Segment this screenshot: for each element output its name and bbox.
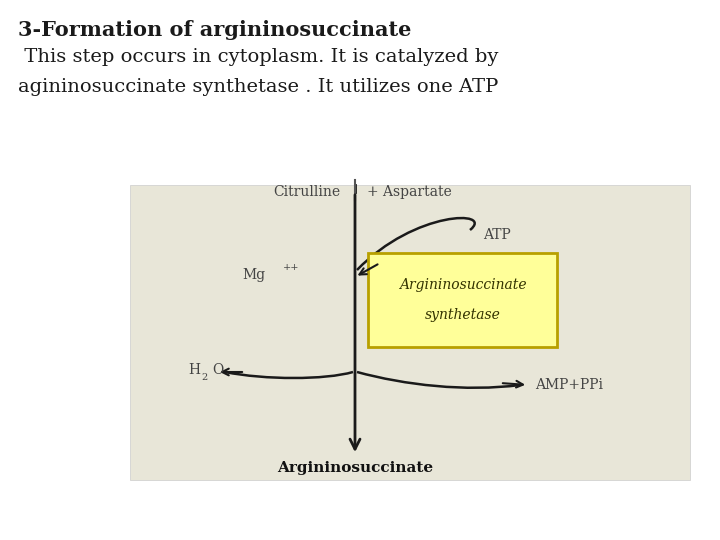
- Text: O: O: [212, 363, 223, 377]
- Text: 3-Formation of argininosuccinate: 3-Formation of argininosuccinate: [18, 20, 411, 40]
- Text: This step occurs in cytoplasm. It is catalyzed by: This step occurs in cytoplasm. It is cat…: [18, 48, 498, 66]
- Text: synthetase: synthetase: [425, 308, 500, 322]
- Text: Argininosuccinate: Argininosuccinate: [277, 461, 433, 475]
- FancyBboxPatch shape: [368, 253, 557, 347]
- Text: Citrulline: Citrulline: [273, 185, 340, 199]
- Text: ATP: ATP: [483, 228, 510, 242]
- Text: Argininosuccinate: Argininosuccinate: [399, 278, 526, 292]
- Text: + Aspartate: + Aspartate: [367, 185, 451, 199]
- Text: agininosuccinate synthetase . It utilizes one ATP: agininosuccinate synthetase . It utilize…: [18, 78, 498, 96]
- Text: ++: ++: [283, 264, 300, 273]
- Text: AMP+PPi: AMP+PPi: [535, 378, 603, 392]
- FancyBboxPatch shape: [130, 185, 690, 480]
- Text: 2: 2: [201, 373, 207, 381]
- Text: H: H: [188, 363, 200, 377]
- Text: Mg: Mg: [242, 268, 265, 282]
